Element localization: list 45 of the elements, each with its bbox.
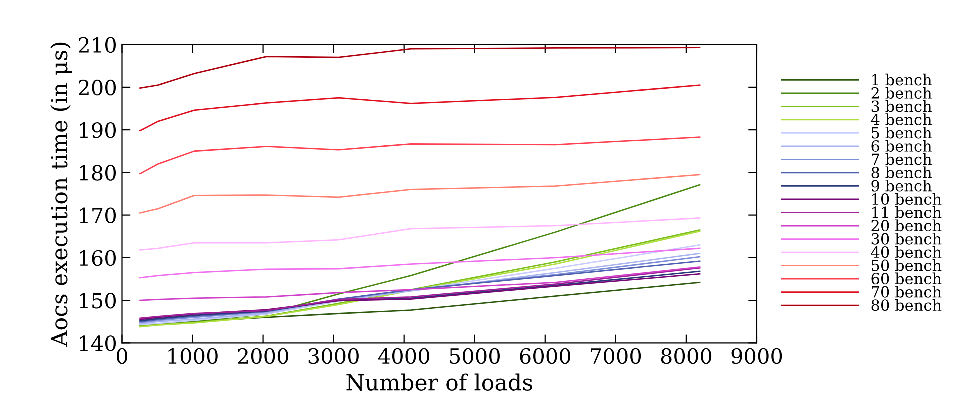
legend-label: 50 bench (872, 260, 942, 272)
x-tick-label: 3000 (308, 348, 359, 364)
y-tick-label: 190 (80, 122, 116, 138)
x-tick-label: 4000 (378, 348, 430, 364)
legend-label: 30 bench (872, 233, 942, 245)
line-series (140, 266, 701, 302)
x-axis-title: Number of loads (346, 374, 532, 391)
y-tick-label: 160 (80, 250, 116, 266)
legend-label: 20 bench (872, 220, 942, 232)
legend-label: 9 bench (872, 180, 932, 192)
x-tick-label: 8000 (661, 348, 712, 364)
legend-label: 8 bench (872, 166, 932, 179)
y-tick-label: 210 (79, 37, 116, 54)
y-tick-label: 200 (79, 80, 116, 96)
line-series (140, 47, 701, 89)
legend-label: 7 bench (872, 153, 932, 166)
legend-label: 10 bench (872, 193, 942, 206)
line-series (140, 84, 701, 132)
y-axis-title: Aocs execution time (in μs) (50, 42, 72, 347)
x-tick-label: 7000 (591, 348, 642, 364)
y-tick-label: 170 (80, 208, 116, 224)
legend-label: 3 bench (872, 100, 932, 112)
legend-label: 80 bench (872, 299, 942, 312)
y-tick-label: 150 (80, 292, 116, 309)
x-tick-label: 2000 (238, 348, 288, 364)
y-tick-label: 140 (80, 336, 116, 352)
line-series (140, 136, 701, 175)
x-tick-label: 1000 (168, 348, 218, 364)
line-series (140, 174, 701, 214)
line-series (140, 218, 701, 251)
legend-label: 60 bench (872, 272, 942, 285)
x-tick-label: 0 (116, 348, 128, 364)
legend-label: 40 bench (871, 246, 942, 258)
legend-label: 4 bench (871, 114, 932, 126)
legend-label: 70 bench (872, 286, 942, 298)
line-series (140, 248, 701, 279)
legend-label: 11 bench (872, 206, 942, 218)
y-tick-label: 180 (80, 165, 116, 181)
legend-label: 5 bench (872, 126, 932, 139)
x-tick-label: 5000 (450, 348, 500, 364)
x-tick-label: 9000 (732, 348, 782, 364)
legend-label: 1 bench (872, 74, 932, 86)
legend-label: 6 bench (872, 140, 932, 152)
x-tick-label: 6000 (520, 348, 571, 364)
legend-label: 2 bench (872, 87, 932, 99)
